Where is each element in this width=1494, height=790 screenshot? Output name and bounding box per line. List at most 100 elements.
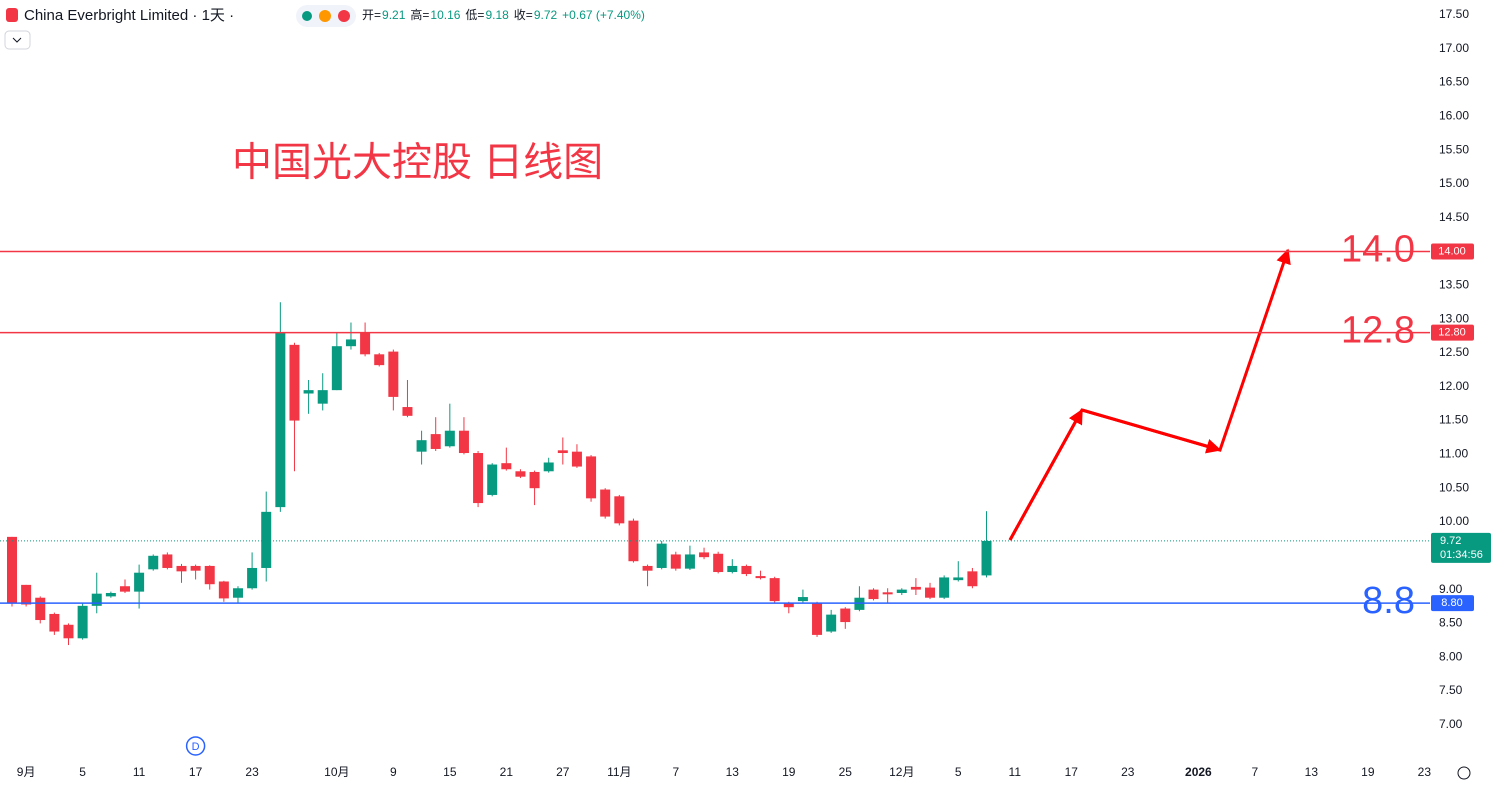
- ohlc-label: 收=: [514, 8, 533, 22]
- candle-body: [812, 603, 823, 635]
- x-tick-label: 19: [782, 765, 796, 779]
- alert-status: [338, 10, 350, 22]
- forecast-arrow: [1081, 408, 1222, 454]
- x-tick-label: 23: [245, 765, 259, 779]
- level-axis-box: [1431, 324, 1474, 341]
- x-tick-label: 11月: [607, 765, 631, 779]
- y-tick-label: 16.50: [1439, 75, 1469, 89]
- candle-body: [247, 567, 258, 589]
- level-axis-box: [1431, 595, 1474, 612]
- candle-body: [939, 577, 950, 598]
- x-tick-label: 9: [390, 765, 397, 779]
- x-tick-label: 19: [1361, 765, 1375, 779]
- candle-body: [684, 554, 695, 569]
- y-tick-label: 11.50: [1439, 413, 1468, 427]
- x-tick-label: 17: [189, 765, 203, 779]
- candle-body: [783, 603, 794, 608]
- y-tick-label: 9.00: [1439, 582, 1463, 596]
- candle-body: [741, 565, 752, 575]
- candle-body: [501, 463, 512, 470]
- y-tick-label: 13.00: [1439, 311, 1469, 325]
- change: +0.67 (+7.40%): [562, 8, 645, 22]
- x-tick-label: 25: [839, 765, 853, 779]
- y-tick-label: 14.50: [1439, 210, 1469, 224]
- candle-body: [119, 586, 130, 592]
- candle-body: [826, 614, 837, 632]
- candle-body: [261, 511, 272, 568]
- x-tick-label: 11: [1009, 765, 1022, 779]
- candle-body: [430, 434, 441, 449]
- y-tick-label: 7.50: [1439, 683, 1463, 697]
- settings-icon[interactable]: [1457, 766, 1471, 780]
- y-tick-label: 12.50: [1439, 345, 1469, 359]
- level-axis-label: 8.80: [1441, 597, 1462, 609]
- x-tick-label: 5: [955, 765, 962, 779]
- x-tick-label: 23: [1418, 765, 1432, 779]
- candle-body: [614, 496, 625, 524]
- candle-body: [374, 354, 385, 366]
- level-label: 8.8: [1362, 580, 1415, 622]
- forecast-arrow: [1008, 408, 1084, 541]
- chart-title: 中国光大控股 日线图: [232, 141, 603, 185]
- candle-body: [331, 346, 342, 391]
- candle-body: [543, 462, 554, 472]
- candle-body: [487, 464, 498, 495]
- candle-body: [769, 578, 780, 602]
- candle-body: [925, 587, 936, 598]
- candle-body: [162, 554, 173, 568]
- y-tick-label: 13.50: [1439, 278, 1469, 292]
- event-marker: [185, 736, 206, 756]
- y-tick-label: 11.00: [1439, 447, 1468, 461]
- countdown: 01:34:56: [1440, 549, 1483, 561]
- candle-body: [49, 613, 60, 632]
- candle-body: [134, 572, 145, 592]
- x-tick-label: 12月: [889, 765, 914, 779]
- candle-body: [868, 589, 879, 600]
- candle-body: [515, 471, 526, 477]
- candle-body: [967, 571, 978, 587]
- candle-body: [77, 605, 88, 639]
- x-tick-label: 7: [1252, 765, 1259, 779]
- forecast-arrow: [1008, 248, 1291, 541]
- market-status: [302, 11, 312, 21]
- x-tick-label: 15: [443, 765, 457, 779]
- candle-body: [642, 565, 653, 571]
- candle-body: [727, 565, 738, 573]
- ohlc-label: 开=: [362, 8, 381, 22]
- candle-body: [402, 407, 413, 416]
- candle-body: [571, 451, 582, 467]
- x-tick-label: 13: [726, 765, 740, 779]
- candle-body: [586, 456, 597, 499]
- x-tick-label: 10月: [324, 765, 349, 779]
- candle-body: [444, 430, 455, 447]
- candle-body: [797, 597, 808, 602]
- candle-body: [600, 489, 611, 517]
- candle-body: [21, 584, 32, 605]
- candle-body: [699, 552, 710, 558]
- candle-body: [204, 565, 215, 585]
- candle-body: [35, 597, 46, 621]
- candle-body: [656, 543, 667, 568]
- candle-body: [557, 450, 568, 454]
- candle-body: [345, 339, 356, 347]
- candle-body: [176, 565, 187, 572]
- ohlc-value: 9.18: [485, 8, 509, 22]
- level-axis-label: 12.80: [1438, 327, 1466, 339]
- y-tick-label: 12.00: [1439, 379, 1469, 393]
- collapse-button[interactable]: [4, 30, 31, 50]
- candle-body: [882, 592, 893, 595]
- x-tick-label: 21: [500, 765, 514, 779]
- y-tick-label: 8.00: [1439, 649, 1463, 663]
- candle-body: [458, 430, 469, 454]
- last-price-label: 9.72: [1440, 535, 1461, 547]
- candle-body: [218, 581, 229, 599]
- level-axis-label: 14.00: [1438, 245, 1466, 257]
- y-tick-label: 10.50: [1439, 480, 1469, 494]
- level-label: 12.8: [1341, 310, 1415, 352]
- ohlc-label: 高=: [410, 7, 429, 22]
- level-label: 14.0: [1341, 229, 1415, 271]
- ohlc-label: 低=: [465, 8, 484, 22]
- event-label: D: [192, 741, 200, 753]
